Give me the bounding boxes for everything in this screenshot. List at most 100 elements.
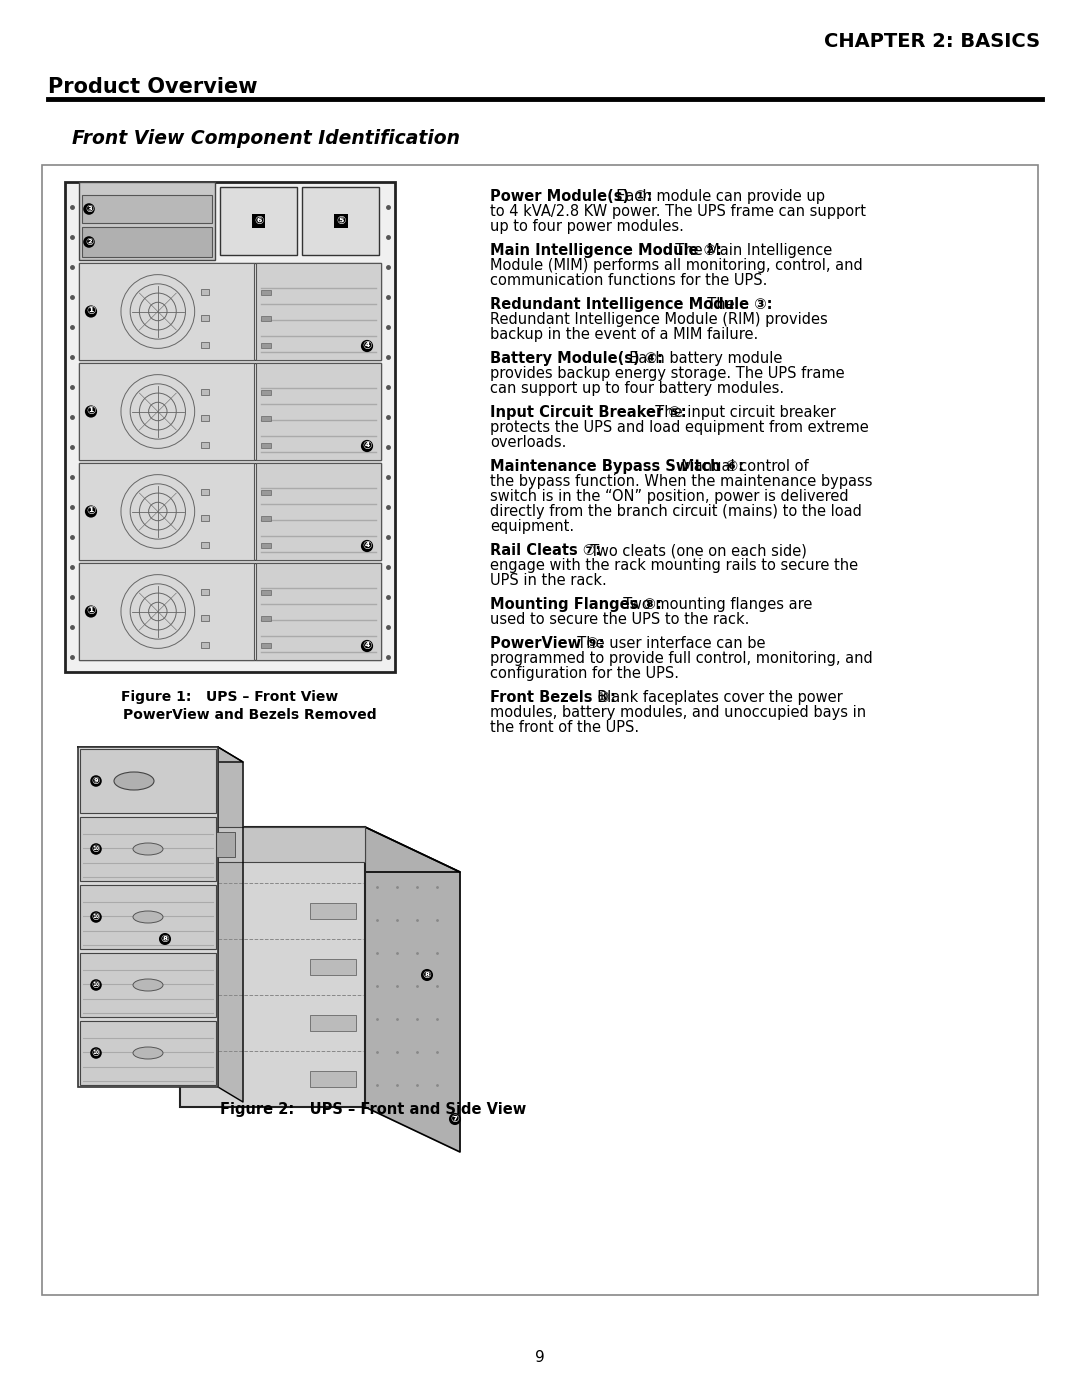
Polygon shape <box>78 747 243 761</box>
Text: ⑩: ⑩ <box>92 844 100 854</box>
Bar <box>201 615 208 622</box>
Polygon shape <box>218 747 243 1102</box>
Text: Input Circuit Breaker ⑤:: Input Circuit Breaker ⑤: <box>490 405 687 420</box>
Text: Maintenance Bypass Switch ⑥:: Maintenance Bypass Switch ⑥: <box>490 460 744 474</box>
Text: ⑧: ⑧ <box>161 935 170 944</box>
Text: ③: ③ <box>85 204 93 214</box>
Bar <box>80 749 216 813</box>
Text: Module (MIM) performs all monitoring, control, and: Module (MIM) performs all monitoring, co… <box>490 258 863 272</box>
Polygon shape <box>180 827 460 872</box>
Text: programmed to provide full control, monitoring, and: programmed to provide full control, moni… <box>490 651 873 666</box>
Text: ⑩: ⑩ <box>92 981 100 990</box>
Ellipse shape <box>114 773 154 789</box>
Text: The Main Intelligence: The Main Intelligence <box>665 243 832 258</box>
Text: directly from the branch circuit (mains) to the load: directly from the branch circuit (mains)… <box>490 504 862 520</box>
Bar <box>261 517 271 521</box>
Text: ⑥: ⑥ <box>254 217 264 226</box>
Text: Product Overview: Product Overview <box>48 77 257 96</box>
Text: ①: ① <box>86 606 96 616</box>
Text: ②: ② <box>85 237 93 247</box>
Text: Mounting Flanges ⑧:: Mounting Flanges ⑧: <box>490 597 662 612</box>
Text: Two cleats (one on each side): Two cleats (one on each side) <box>581 543 807 557</box>
Bar <box>79 563 381 659</box>
Bar <box>79 462 254 560</box>
Text: ④: ④ <box>362 641 372 651</box>
Text: ⑨: ⑨ <box>92 775 100 787</box>
Bar <box>80 886 216 949</box>
Bar <box>80 817 216 882</box>
Text: Two mounting flanges are: Two mounting flanges are <box>613 597 812 612</box>
Text: backup in the event of a MIM failure.: backup in the event of a MIM failure. <box>490 327 758 342</box>
Text: ①: ① <box>86 507 96 517</box>
Text: ⑩: ⑩ <box>92 1048 100 1058</box>
Text: switch is in the “ON” position, power is delivered: switch is in the “ON” position, power is… <box>490 489 849 504</box>
Text: engage with the rack mounting rails to secure the: engage with the rack mounting rails to s… <box>490 557 859 573</box>
Bar <box>201 542 208 548</box>
Bar <box>80 1021 216 1085</box>
Text: provides backup energy storage. The UPS frame: provides backup energy storage. The UPS … <box>490 366 845 381</box>
Bar <box>79 363 381 460</box>
Text: 9: 9 <box>535 1350 545 1365</box>
Text: Front Bezels ⑩:: Front Bezels ⑩: <box>490 690 616 705</box>
Bar <box>82 196 212 224</box>
Ellipse shape <box>133 842 163 855</box>
Text: to 4 kVA/2.8 KW power. The UPS frame can support: to 4 kVA/2.8 KW power. The UPS frame can… <box>490 204 866 219</box>
Text: CHAPTER 2: BASICS: CHAPTER 2: BASICS <box>824 32 1040 52</box>
Bar <box>310 1071 355 1087</box>
Bar <box>65 182 395 672</box>
Text: can support up to four battery modules.: can support up to four battery modules. <box>490 381 784 395</box>
Bar <box>256 563 381 659</box>
Bar <box>261 543 271 548</box>
Text: used to secure the UPS to the rack.: used to secure the UPS to the rack. <box>490 612 750 627</box>
Ellipse shape <box>133 1046 163 1059</box>
Text: ④: ④ <box>362 541 372 550</box>
Text: PowerView ⑨:: PowerView ⑨: <box>490 636 605 651</box>
Text: equipment.: equipment. <box>490 520 575 534</box>
Bar <box>82 226 212 257</box>
Bar <box>201 342 208 348</box>
Text: Redundant Intelligence Module ③:: Redundant Intelligence Module ③: <box>490 298 772 312</box>
Bar <box>79 263 381 360</box>
Text: Each battery module: Each battery module <box>620 351 783 366</box>
Bar <box>261 590 271 595</box>
Text: Figure 1:   UPS – Front View: Figure 1: UPS – Front View <box>121 690 339 704</box>
Bar <box>302 187 379 256</box>
Text: overloads.: overloads. <box>490 434 566 450</box>
Bar <box>261 316 271 321</box>
Bar <box>310 958 355 975</box>
Text: The input circuit breaker: The input circuit breaker <box>646 405 836 420</box>
Bar <box>201 388 208 395</box>
Bar <box>220 187 297 256</box>
Text: ⑧: ⑧ <box>422 970 431 981</box>
Text: PowerView and Bezels Removed: PowerView and Bezels Removed <box>123 708 377 722</box>
Ellipse shape <box>133 911 163 923</box>
Text: ⑩: ⑩ <box>92 912 100 922</box>
Text: Rail Cleats ⑦:: Rail Cleats ⑦: <box>490 543 602 557</box>
Text: modules, battery modules, and unoccupied bays in: modules, battery modules, and unoccupied… <box>490 705 866 719</box>
Bar <box>201 316 208 321</box>
Bar <box>79 363 254 460</box>
Bar <box>180 827 365 862</box>
Text: The: The <box>699 298 735 312</box>
Text: protects the UPS and load equipment from extreme: protects the UPS and load equipment from… <box>490 420 868 434</box>
Bar <box>185 833 235 856</box>
Bar <box>261 490 271 495</box>
Text: ④: ④ <box>362 341 372 351</box>
Bar <box>256 363 381 460</box>
Text: configuration for the UPS.: configuration for the UPS. <box>490 666 679 680</box>
Bar <box>310 902 355 919</box>
Bar <box>261 416 271 422</box>
Bar <box>256 462 381 560</box>
Bar <box>42 165 1038 1295</box>
Text: up to four power modules.: up to four power modules. <box>490 219 684 235</box>
Text: the front of the UPS.: the front of the UPS. <box>490 719 639 735</box>
Ellipse shape <box>133 979 163 990</box>
Text: the bypass function. When the maintenance bypass: the bypass function. When the maintenanc… <box>490 474 873 489</box>
Text: Power Module(s) ①:: Power Module(s) ①: <box>490 189 652 204</box>
Bar <box>201 289 208 295</box>
Text: Manual control of: Manual control of <box>672 460 809 474</box>
Polygon shape <box>365 827 460 1153</box>
Text: Blank faceplates cover the power: Blank faceplates cover the power <box>588 690 842 705</box>
Bar <box>201 643 208 648</box>
Text: Figure 2:   UPS – Front and Side View: Figure 2: UPS – Front and Side View <box>220 1102 526 1118</box>
